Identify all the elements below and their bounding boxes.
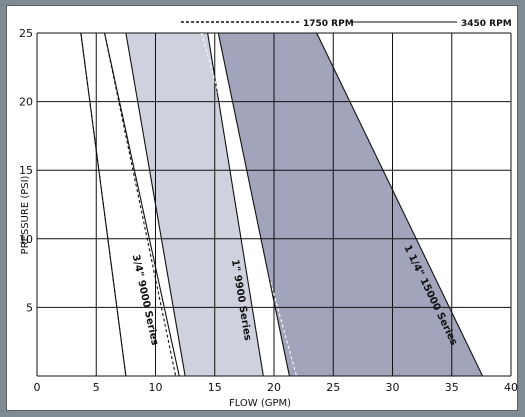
curve-2-right-1750rpm xyxy=(201,32,298,377)
x-tick-label: 15 xyxy=(208,381,222,394)
curve-3-right-3450rpm xyxy=(316,32,484,377)
x-tick-label: 0 xyxy=(34,381,41,394)
y-tick-label: 20 xyxy=(19,96,33,109)
x-axis-label: FLOW (GPM) xyxy=(229,398,291,409)
curve-2-left-3450rpm xyxy=(125,32,186,377)
y-tick-label: 15 xyxy=(19,164,33,177)
y-tick-label: 25 xyxy=(19,27,33,40)
legend-label-2: 3450 RPM xyxy=(461,19,512,29)
curve-1-right-3450rpm xyxy=(104,32,180,377)
x-tick-label: 35 xyxy=(445,381,459,394)
band-2 xyxy=(125,33,264,376)
x-tick-label: 10 xyxy=(149,381,163,394)
curve-1-right-1750rpm xyxy=(104,32,177,377)
x-tick-label: 20 xyxy=(267,381,281,394)
legend-label-1: 1750 RPM xyxy=(303,19,354,29)
curve-2-right-3450rpm xyxy=(207,32,264,377)
x-tick-label: 25 xyxy=(326,381,340,394)
band-3 xyxy=(218,33,483,376)
curve-3-left-3450rpm xyxy=(217,32,290,377)
x-tick-label: 30 xyxy=(386,381,400,394)
pressure-flow-chart: 3/4" 9000 Series 1" 9900 Series 1 1/4" 150… xyxy=(19,19,518,409)
y-tick-label: 10 xyxy=(19,233,33,246)
x-tick-label: 5 xyxy=(93,381,100,394)
chart-frame: 3/4" 9000 Series 1" 9900 Series 1 1/4" 150… xyxy=(6,5,518,411)
y-axis-label: PRESSURE (PSI) xyxy=(20,175,31,254)
curve-1-left-3450rpm xyxy=(80,32,127,377)
y-tick-label: 5 xyxy=(26,301,33,314)
x-tick-label: 40 xyxy=(504,381,518,394)
